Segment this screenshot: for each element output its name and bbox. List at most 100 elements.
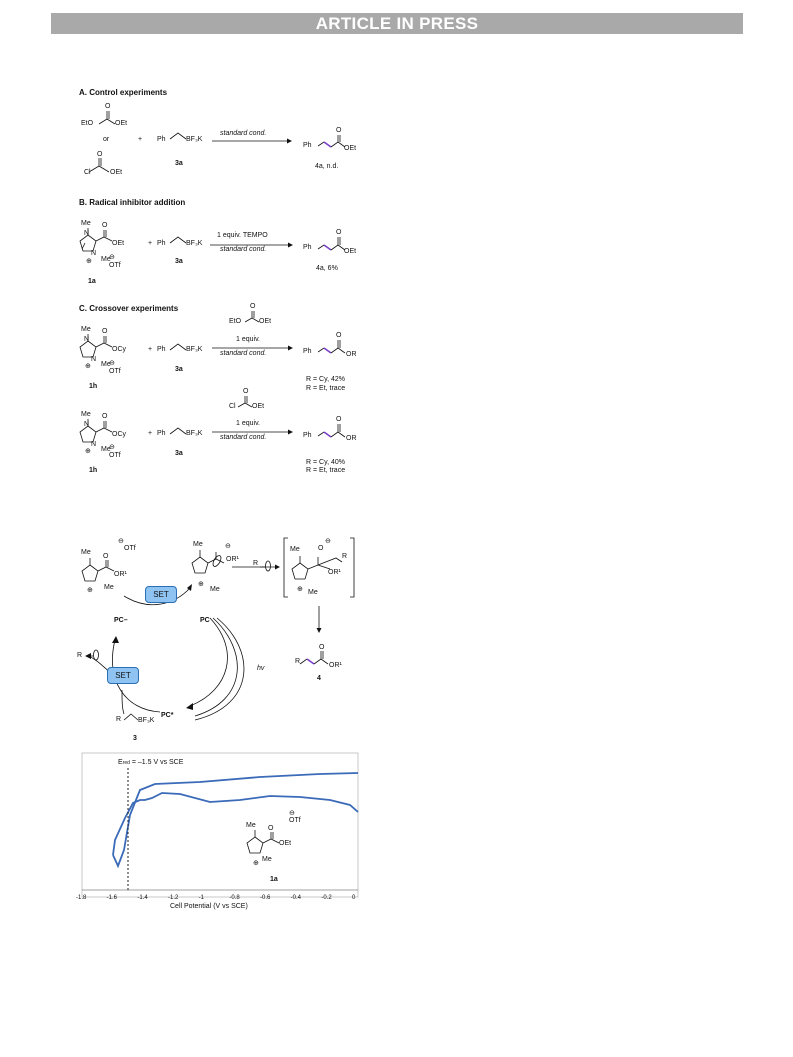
plus-sign: + — [138, 136, 143, 143]
c1-reag-o: O — [250, 303, 256, 310]
compound-4-label: 4 — [317, 675, 321, 682]
bf3k-label: BF₃K — [186, 136, 203, 143]
c1-o: O — [102, 328, 108, 335]
cv-x-tick-label: -0.4 — [290, 895, 301, 901]
reagent-cl: Cl — [84, 169, 91, 176]
b-oet: OEt — [112, 240, 125, 247]
c1-minus-charge: ⊖ — [109, 360, 115, 367]
b-3a-label: 3a — [175, 258, 183, 265]
m-r-bf3k-r: R — [116, 716, 122, 723]
product-o: O — [336, 127, 342, 134]
article-in-press-banner: ARTICLE IN PRESS — [51, 13, 743, 34]
b-minus-charge: ⊖ — [109, 254, 115, 261]
b-cond-bottom: standard cond. — [220, 246, 267, 253]
c2-ph: Ph — [157, 430, 166, 437]
c1-prod-o: O — [336, 332, 342, 339]
m2-or1: OR¹ — [226, 556, 239, 563]
m3-r: R — [342, 553, 348, 560]
c2-result-2: R = Et, trace — [306, 467, 346, 474]
reagent-eto: EtO — [81, 120, 94, 127]
b-bf3k: BF₃K — [186, 240, 203, 247]
m-otf: OTf — [124, 545, 136, 552]
m-r-radical: R — [253, 560, 259, 567]
c1-prod-ph: Ph — [303, 348, 312, 355]
c1-cond: standard cond. — [220, 350, 267, 357]
b-prod-o: O — [336, 229, 342, 236]
cv-1a-me: Me — [246, 822, 256, 829]
c2-n1: N — [84, 421, 90, 428]
b-n1: N — [84, 230, 90, 237]
pc-label: PC — [200, 617, 210, 624]
ered-e: E — [118, 759, 123, 766]
m3-or1: OR¹ — [328, 569, 341, 576]
b-n2: N — [91, 250, 97, 257]
m3-o: O — [318, 545, 324, 552]
c1-otf: OTf — [109, 368, 121, 375]
section-c-title: C. Crossover experiments — [79, 304, 179, 313]
reagent2-carbonyl-o: O — [97, 151, 103, 158]
c1-n1: N — [84, 336, 90, 343]
hv-label: hv — [257, 665, 265, 672]
b-cond-top: 1 equiv. TEMPO — [217, 232, 268, 239]
b-ph: Ph — [157, 240, 166, 247]
c2-ocy: OCy — [112, 431, 126, 438]
c1-ocy: OCy — [112, 346, 126, 353]
c1-plus-sign: + — [148, 346, 153, 353]
m-minus-charge: ⊖ — [118, 538, 124, 545]
cv-x-axis-label: Cell Potential (V vs SCE) — [170, 903, 248, 910]
c1-result-1: R = Cy, 42% — [306, 376, 345, 383]
cv-1a-label: 1a — [270, 876, 278, 883]
c1-plus-charge: ⊕ — [85, 363, 91, 370]
cv-1a-plus: ⊕ — [253, 860, 259, 867]
c1-1h-label: 1h — [89, 383, 98, 390]
c1-bf3k: BF₃K — [186, 346, 203, 353]
c2-cond: standard cond. — [220, 434, 267, 441]
b-me: Me — [81, 220, 91, 227]
c1-prod-or: OR — [346, 351, 357, 358]
reagent2-oet: OEt — [110, 169, 123, 176]
compound-3a-label: 3a — [175, 160, 183, 167]
cv-1a-me-n: Me — [262, 856, 272, 863]
c2-plus-charge: ⊕ — [85, 448, 91, 455]
cv-frame — [81, 752, 359, 898]
m-o: O — [103, 553, 109, 560]
m2-me-n: Me — [210, 586, 220, 593]
product-oet: OEt — [344, 145, 357, 152]
c2-reag-oet: OEt — [252, 403, 265, 410]
m2-minus: ⊖ — [225, 543, 231, 550]
c2-n2: N — [91, 441, 97, 448]
set-badge-bottom: SET — [107, 667, 139, 684]
banner-text: ARTICLE IN PRESS — [315, 14, 479, 33]
or-text: or — [103, 136, 110, 143]
condition-text: standard cond. — [220, 130, 267, 137]
c2-result-1: R = Cy, 40% — [306, 459, 345, 466]
cv-1a-oet: OEt — [279, 840, 292, 847]
product-ph: Ph — [303, 142, 312, 149]
p4-r: R — [295, 658, 301, 665]
c2-reag-o: O — [243, 388, 249, 395]
cv-x-tick-label: -0.8 — [229, 895, 240, 901]
m-me: Me — [81, 549, 91, 556]
b-result: 4a, 6% — [316, 265, 338, 272]
result-4a: 4a, n.d. — [315, 163, 339, 170]
reagent-carbonyl-o: O — [105, 103, 111, 110]
c2-minus-charge: ⊖ — [109, 444, 115, 451]
cv-x-tick-label: -1.8 — [76, 895, 87, 901]
section-a-title: A. Control experiments — [79, 88, 168, 97]
section-b-title: B. Radical inhibitor addition — [79, 198, 186, 207]
c1-result-2: R = Et, trace — [306, 385, 346, 392]
c1-n2: N — [91, 356, 97, 363]
b-plus-sign: + — [148, 240, 153, 247]
compound-1a-label: 1a — [88, 278, 96, 285]
b-me-n: Me — [101, 256, 111, 263]
c2-plus-sign: + — [148, 430, 153, 437]
c2-reag-cl: Cl — [229, 403, 236, 410]
c1-reag-oet: OEt — [259, 318, 272, 325]
cv-x-tick-label: -0.6 — [260, 895, 271, 901]
m2-plus: ⊕ — [198, 581, 204, 588]
cv-x-tick-label: -1.4 — [137, 895, 148, 901]
